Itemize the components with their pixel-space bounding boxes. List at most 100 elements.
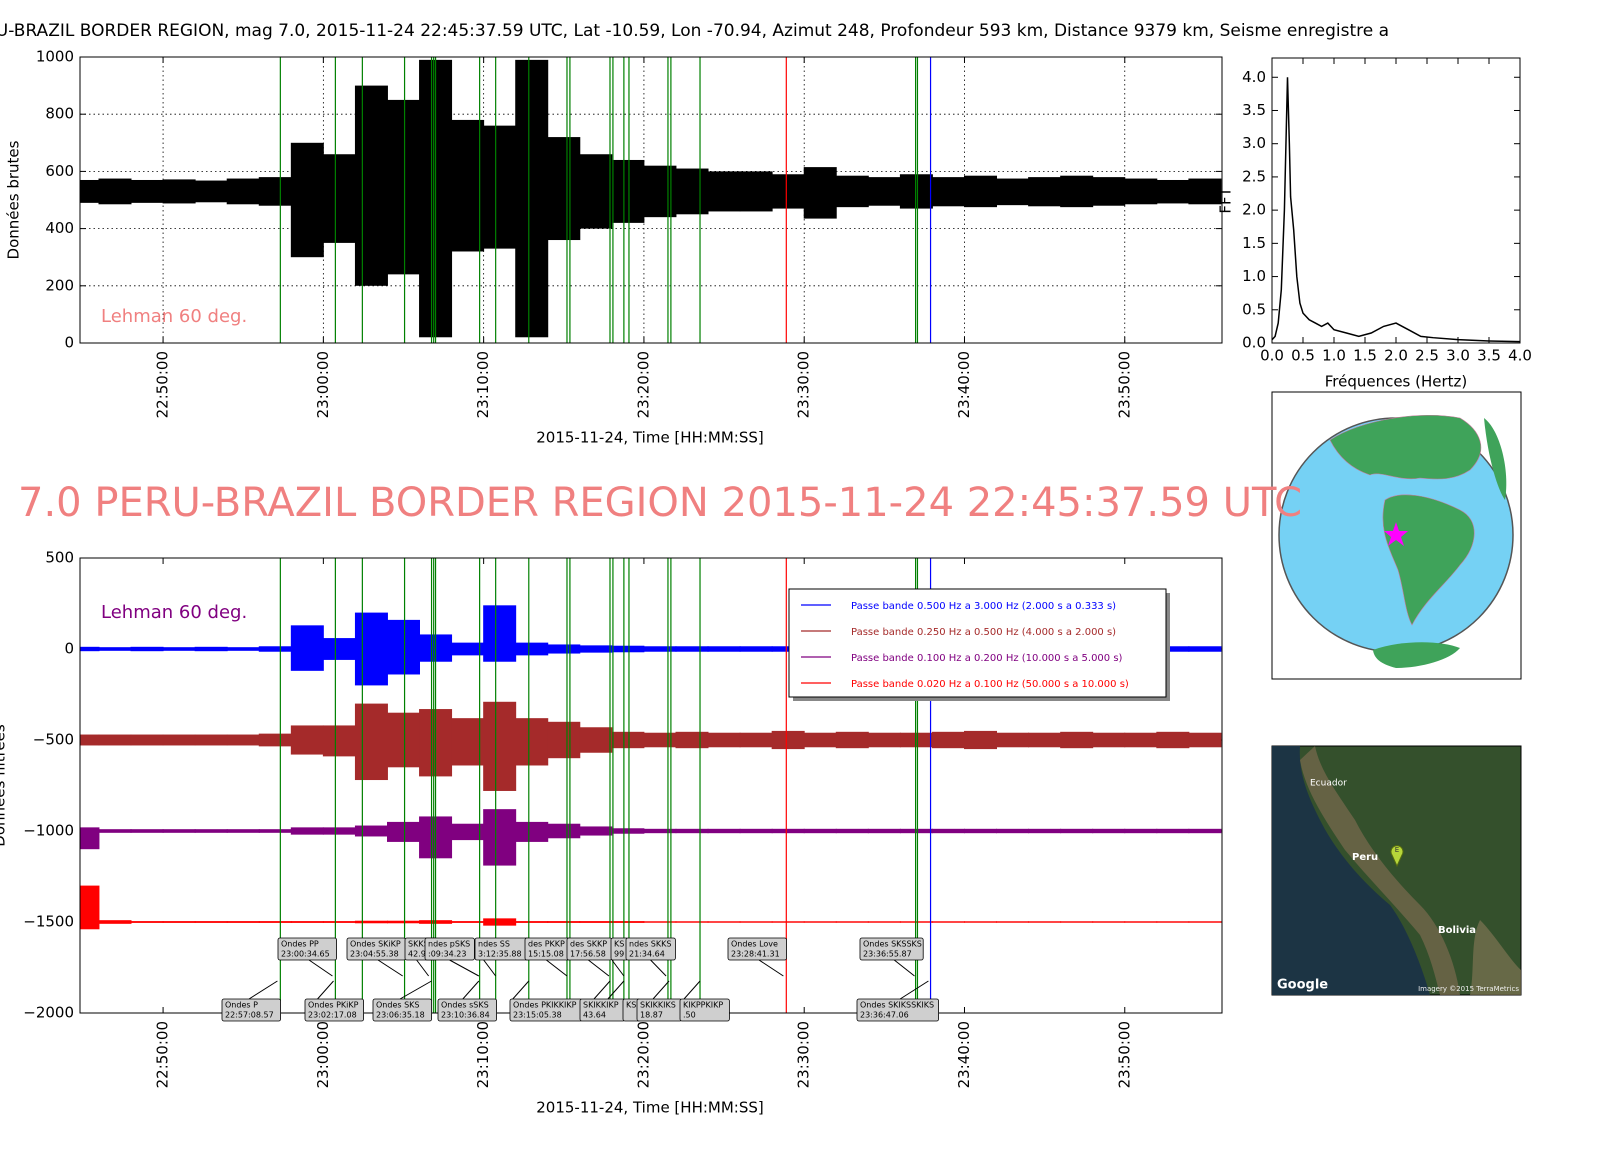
phase-label: 23:02:17.08 [308,1011,357,1020]
europe-africa [1484,418,1507,500]
x-axis-label: 2015-11-24, Time [HH:MM:SS] [536,1099,763,1117]
phase-arrow [683,980,701,1000]
waveform-segment [386,619,420,675]
waveform-segment [1060,828,1094,834]
phase-label: SKIKKIKS [640,1001,676,1010]
waveform-segment [1188,732,1222,748]
phase-label: Ondes SKiKP [350,940,401,949]
phase-label: 23:00:34.65 [281,950,330,959]
waveform-segment [226,647,260,651]
waveform-segment [451,921,485,923]
waveform-segment [290,827,324,835]
waveform-segment [835,828,869,834]
y-tick-label: 3.0 [1242,134,1266,152]
waveform-segment [386,920,420,924]
phase-box [372,998,432,1022]
waveform-segment [996,178,1030,206]
chart-title: PERU-BRAZIL BORDER REGION, mag 7.0, 2015… [0,21,1389,41]
phase-arrow [483,959,497,977]
waveform-segment [771,828,805,834]
chart-title: 7.0 PERU-BRAZIL BORDER REGION 2015-11-24… [18,480,1302,526]
waveform-segment [80,885,100,930]
waveform-segment [996,828,1030,834]
y-tick-label: 800 [45,105,74,123]
waveform-segment [1156,646,1190,652]
x-tick-label: 4.0 [1508,347,1532,365]
waveform-segment [515,821,549,842]
waveform-segment [98,920,132,924]
waveform-segment [643,828,677,834]
y-tick-label: −1500 [23,913,74,931]
y-axis-label: Données brutes [5,140,23,259]
waveform-segment [675,921,709,923]
waveform-segment [1156,179,1190,204]
waveform-segment [1188,646,1222,652]
waveform-segment [258,733,292,747]
north-america [1329,414,1482,480]
waveform-segment [611,159,645,223]
waveform-segment [1028,828,1062,834]
map-label: Peru [1352,852,1378,863]
waveform-segment [867,177,901,206]
waveform-segment [226,734,260,746]
waveform-segment [162,829,196,833]
waveform-segment [964,828,998,834]
epicenter-star [1384,522,1408,546]
waveform-segment [515,59,549,338]
waveform-segment [579,645,613,653]
waveform-segment [322,725,356,757]
y-tick-label: 1000 [36,48,74,66]
phase-label: 23:04:55.38 [350,950,399,959]
waveform-segment [130,179,164,203]
x-tick-label: 23:50:00 [1115,1021,1133,1088]
waveform-segment [803,828,837,834]
waveform-segment [547,137,581,241]
x-tick-label: 1.5 [1353,347,1377,365]
waveform-segment [386,821,420,842]
x-tick-label: 23:30:00 [795,1021,813,1088]
phase-arrow [588,959,610,977]
waveform-segment [515,921,549,923]
waveform-segment [162,647,196,651]
waveform-segment [130,829,164,833]
phase-arrow [650,959,667,977]
phase-box [221,998,281,1022]
waveform-segment [611,731,645,749]
phase-box [437,998,497,1022]
plot-data [80,57,1222,343]
waveform-segment [354,825,388,837]
x-tick-label: 3.0 [1446,347,1470,365]
plot-area [1272,58,1520,343]
x-tick-label: 23:00:00 [314,1021,332,1088]
phase-arrow [416,959,430,977]
waveform-segment [867,921,901,923]
waveform-segment [194,180,228,203]
map-label: Bolivia [1438,925,1476,936]
waveform-segment [258,829,292,833]
waveform-segment [547,721,581,759]
waveform-segment [707,646,741,652]
y-tick-label: 2.0 [1242,201,1266,219]
waveform-segment [1028,177,1062,207]
phase-label: Ondes SKSSKS [863,940,922,949]
y-tick-label: 400 [45,219,74,237]
waveform-segment [931,828,965,834]
x-tick-label: 23:20:00 [634,1021,652,1088]
x-axis-label: Fréquences (Hertz) [1325,373,1468,391]
phase-box [304,998,364,1022]
phase-arrow [399,980,432,1000]
waveform-segment [675,731,709,749]
phase-label: des SKKP [570,940,607,949]
x-tick-label: 23:10:00 [474,1021,492,1088]
phase-label: KS [614,940,624,949]
phase-label: Ondes PKIKKIKP [513,1001,577,1010]
y-tick-label: 0.5 [1242,300,1266,318]
waveform-segment [803,167,837,219]
waveform-segment [1124,921,1158,923]
x-tick-label: 23:00:00 [314,351,332,418]
waveform-segment [130,921,164,923]
waveform-segment [611,645,645,653]
waveform-segment [996,732,1030,748]
phase-arrow [449,959,480,977]
phase-label: Ondes Love [731,940,778,949]
